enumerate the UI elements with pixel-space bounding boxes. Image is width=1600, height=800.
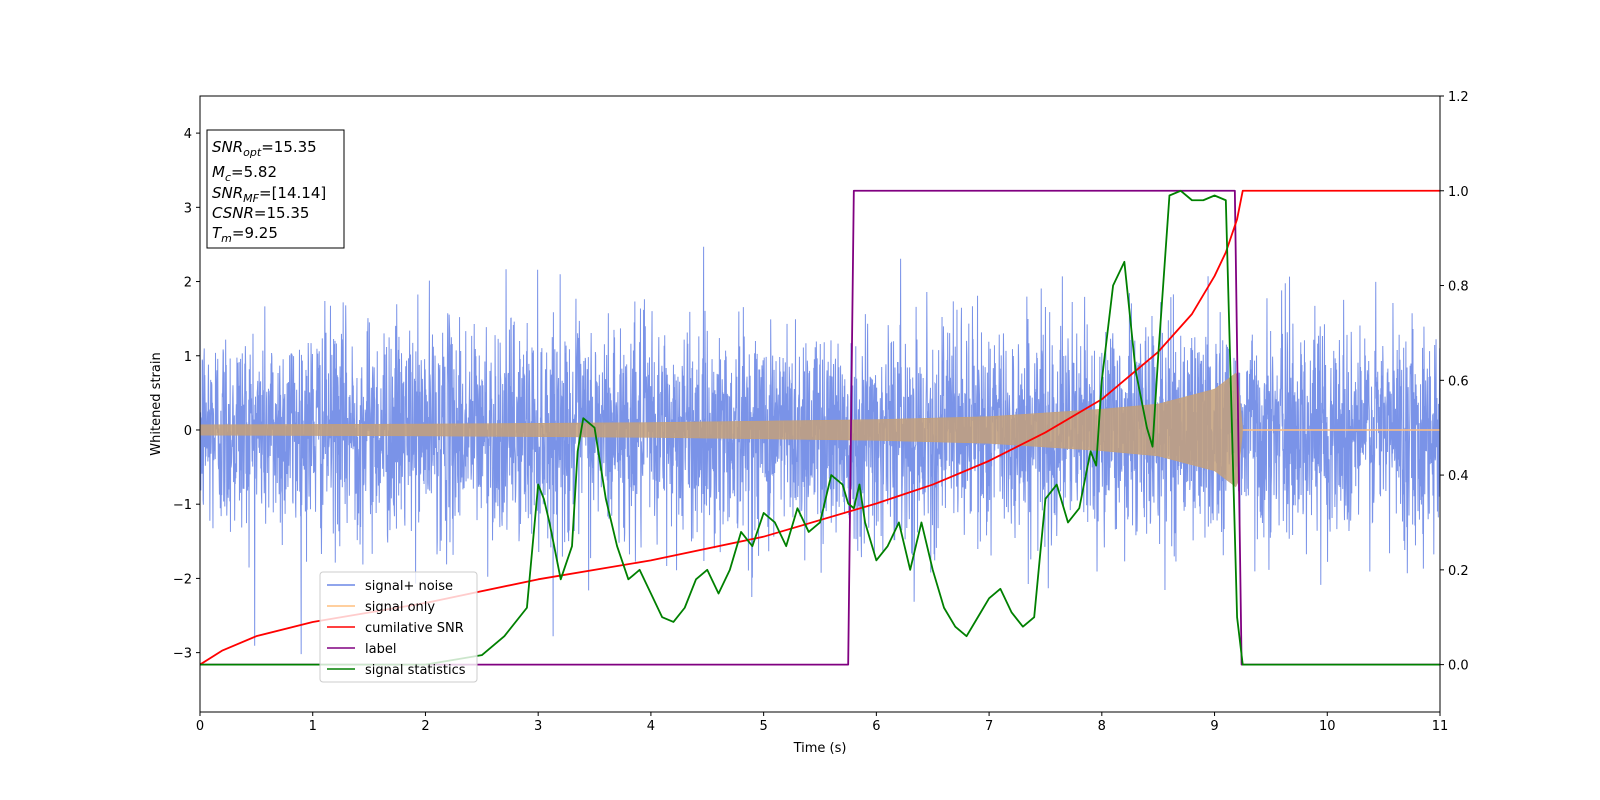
y-right-tick-label: 0.0 <box>1448 659 1469 674</box>
y-right-tick-label: 1.2 <box>1448 90 1469 105</box>
x-tick-label: 0 <box>196 719 204 734</box>
y-axis-label: Whitened strain <box>149 352 164 455</box>
csnr-text: CSNR=15.35 <box>212 204 309 222</box>
tm-text: Tm=9.25 <box>212 224 278 245</box>
x-tick-label: 4 <box>647 719 655 734</box>
x-tick-label: 3 <box>534 719 542 734</box>
metrics-annotation-box: SNRopt=15.35 Mc=5.82 SNRMF=[14.14] CSNR=… <box>206 129 345 249</box>
legend-label-cumulative-snr: cumilative SNR <box>365 621 464 636</box>
legend-label-signal-statistics: signal statistics <box>365 663 466 678</box>
y-right-tick-label: 1.0 <box>1448 185 1469 200</box>
y-axis-right-ticks: 0.0 0.2 0.4 0.6 0.8 1.0 1.2 <box>1440 90 1469 674</box>
y-left-tick-label: −1 <box>173 498 192 513</box>
mc-text: Mc=5.82 <box>212 163 277 184</box>
legend-label-signal-noise: signal+ noise <box>365 579 453 594</box>
x-tick-label: 8 <box>1098 719 1106 734</box>
y-left-tick-label: 1 <box>184 350 192 365</box>
x-tick-label: 6 <box>872 719 880 734</box>
y-right-tick-label: 0.2 <box>1448 564 1469 579</box>
legend: signal+ noise signal only cumilative SNR… <box>319 571 478 683</box>
x-axis-label: Time (s) <box>793 741 847 756</box>
x-tick-label: 1 <box>309 719 317 734</box>
x-tick-label: 5 <box>759 719 767 734</box>
x-tick-label: 9 <box>1210 719 1218 734</box>
y-left-tick-label: −2 <box>173 572 192 587</box>
plot-frame <box>199 95 1441 713</box>
y-right-tick-label: 0.8 <box>1448 280 1469 295</box>
x-axis-ticks: 0 1 2 3 4 5 6 7 8 9 10 11 <box>196 712 1448 734</box>
y-left-tick-label: 2 <box>184 276 192 291</box>
y-left-tick-label: 0 <box>184 424 192 439</box>
y-right-tick-label: 0.6 <box>1448 374 1469 389</box>
y-left-tick-label: 4 <box>184 127 192 142</box>
snr-mf-text: SNRMF=[14.14] <box>212 184 326 205</box>
x-tick-label: 10 <box>1319 719 1336 734</box>
series-signal-only <box>200 372 1243 488</box>
legend-label-signal-only: signal only <box>365 600 435 615</box>
y-right-tick-label: 0.4 <box>1448 469 1469 484</box>
y-left-tick-label: −3 <box>173 647 192 662</box>
snr-opt-text: SNRopt=15.35 <box>212 138 317 159</box>
x-tick-label: 2 <box>421 719 429 734</box>
series-signal-statistics <box>200 189 1440 666</box>
y-left-tick-label: 3 <box>184 201 192 216</box>
legend-label-label: label <box>365 642 396 657</box>
x-tick-label: 7 <box>985 719 993 734</box>
y-axis-left-ticks: −3 −2 −1 0 1 2 3 4 <box>173 127 200 662</box>
x-tick-label: 11 <box>1432 719 1449 734</box>
